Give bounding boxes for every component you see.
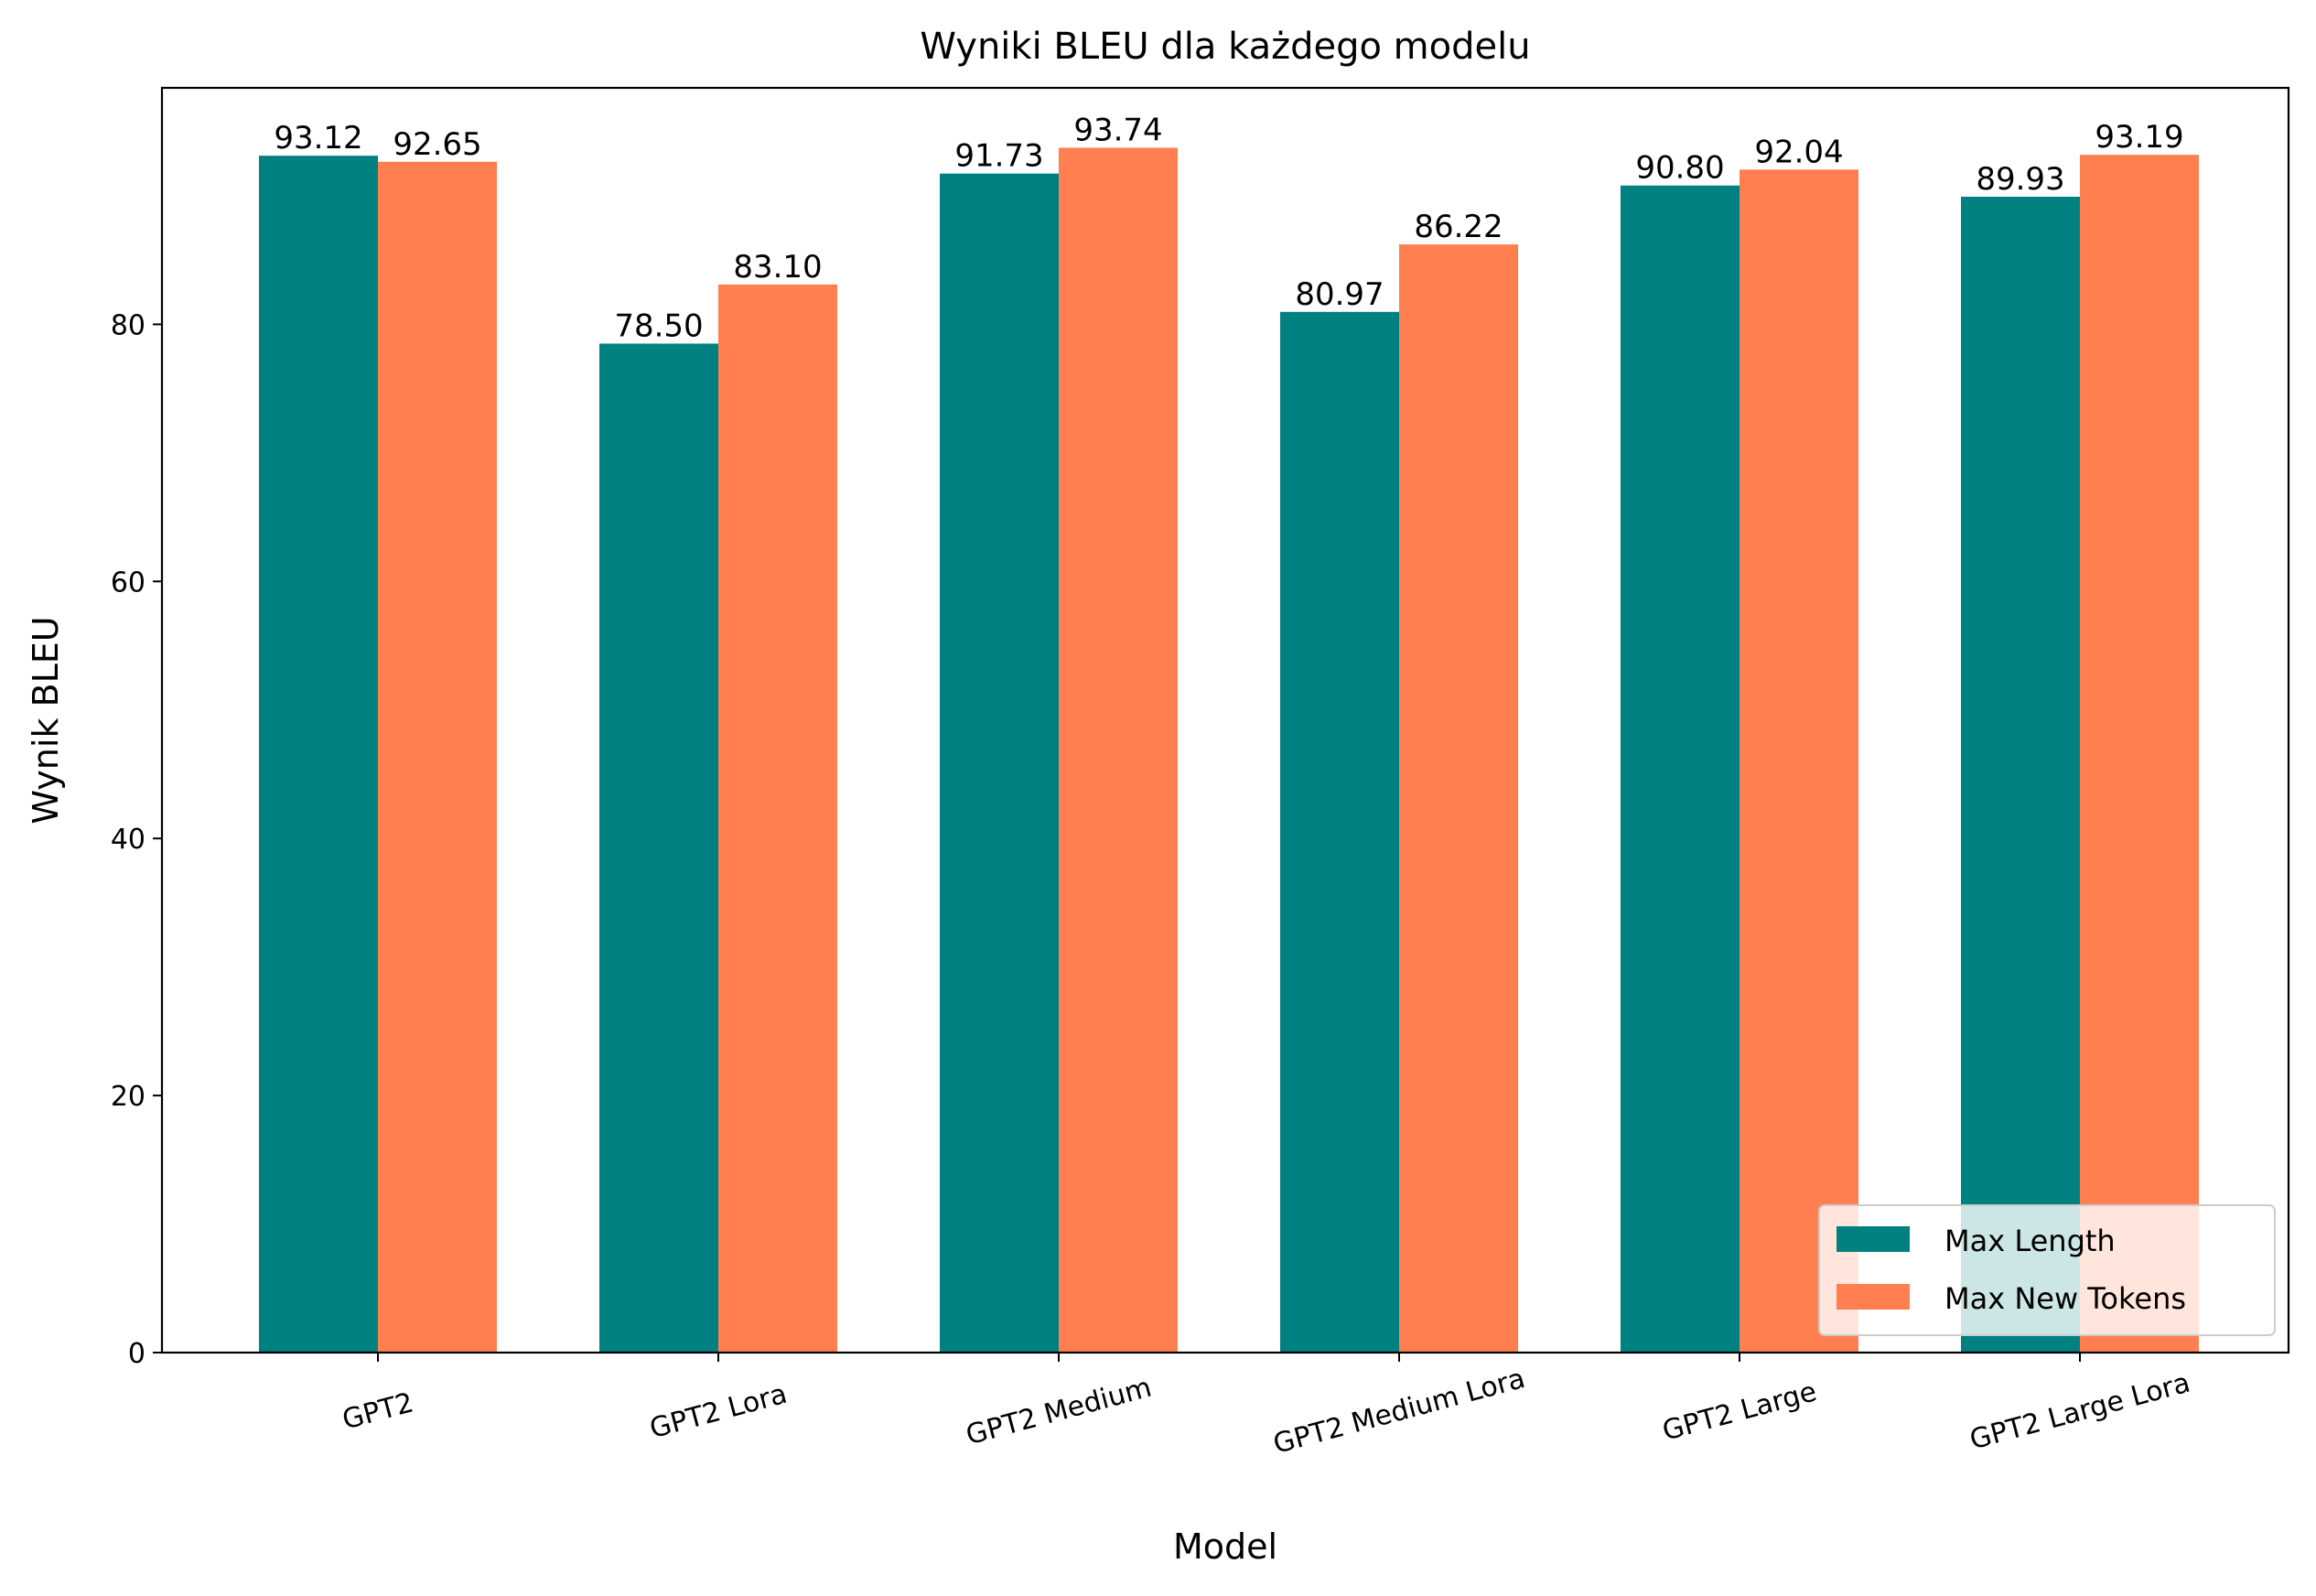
x-tick-label-gpt2-medium: GPT2 Medium	[963, 1372, 1155, 1452]
x-axis: GPT2 GPT2 Lora GPT2 Medium GPT2 Medium Lora…	[339, 1353, 2193, 1461]
legend-frame	[1818, 1204, 2276, 1336]
bar-max-new-tokens-gpt2-medium	[1059, 147, 1178, 1353]
y-axis-label: Wynik BLEU	[26, 616, 66, 824]
chart-title: Wyniki BLEU dla każdego modelu	[920, 26, 1530, 68]
y-tick-label: 40	[111, 824, 145, 856]
bar-max-new-tokens-gpt2-lora	[718, 284, 837, 1353]
bar-max-length-gpt2-medium-lora	[1280, 311, 1399, 1353]
legend-swatch-max-length	[1837, 1226, 1910, 1252]
plot-frame	[160, 86, 2290, 1354]
x-tick-label-gpt2-large: GPT2 Large	[1659, 1375, 1820, 1448]
bar-max-length-gpt2	[259, 156, 378, 1353]
data-label-max-length-gpt2-medium: 91.73	[954, 138, 1043, 175]
x-axis-label: Model	[1173, 1526, 1277, 1567]
y-axis: 0 20 40 60 80	[111, 309, 162, 1370]
data-labels-group: 93.12 78.50 91.73 80.97 90.80 89.93 92.65 83.10…	[274, 112, 2183, 344]
data-label-max-new-tokens-gpt2-medium-lora: 86.22	[1414, 209, 1503, 245]
legend-label-max-new-tokens: Max New Tokens	[1944, 1281, 2186, 1316]
x-tick-label-gpt2-lora: GPT2 Lora	[646, 1378, 790, 1446]
data-label-max-new-tokens-gpt2-large: 92.04	[1754, 134, 1843, 170]
x-tick-label-gpt2: GPT2	[339, 1386, 417, 1436]
bar-max-new-tokens-gpt2-large-lora	[2080, 155, 2199, 1353]
data-label-max-length-gpt2-large: 90.80	[1635, 150, 1724, 187]
bar-max-length-gpt2-medium	[940, 173, 1059, 1353]
y-tick-label: 0	[128, 1338, 145, 1370]
bar-max-length-gpt2-lora	[599, 343, 718, 1353]
y-tick-label: 20	[111, 1081, 145, 1113]
bar-max-new-tokens-gpt2	[378, 161, 497, 1353]
y-tick-label: 80	[111, 309, 145, 341]
data-label-max-length-gpt2-large-lora: 89.93	[1976, 161, 2064, 198]
data-label-max-new-tokens-gpt2-lora: 83.10	[733, 249, 822, 286]
bars-group	[259, 147, 2199, 1353]
bar-max-length-gpt2-large-lora	[1961, 196, 2080, 1353]
bar-max-new-tokens-gpt2-medium-lora	[1399, 244, 1518, 1353]
legend-swatch-max-new-tokens	[1837, 1284, 1910, 1310]
data-label-max-length-gpt2-lora: 78.50	[614, 307, 703, 344]
bar-max-length-gpt2-large	[1621, 185, 1740, 1353]
x-tick-label-gpt2-medium-lora: GPT2 Medium Lora	[1270, 1363, 1528, 1461]
data-label-max-new-tokens-gpt2-large-lora: 93.19	[2095, 119, 2183, 156]
x-tick-label-gpt2-large-lora: GPT2 Large Lora	[1966, 1367, 2193, 1457]
data-label-max-length-gpt2-medium-lora: 80.97	[1295, 276, 1384, 313]
data-label-max-new-tokens-gpt2-medium: 93.74	[1073, 112, 1162, 148]
legend: Max Length Max New Tokens	[1818, 1204, 2276, 1336]
legend-label-max-length: Max Length	[1944, 1224, 2116, 1258]
bar-max-new-tokens-gpt2-large	[1740, 169, 1858, 1353]
y-tick-label: 60	[111, 566, 145, 598]
data-label-max-length-gpt2: 93.12	[274, 120, 362, 156]
data-label-max-new-tokens-gpt2: 92.65	[393, 126, 481, 163]
